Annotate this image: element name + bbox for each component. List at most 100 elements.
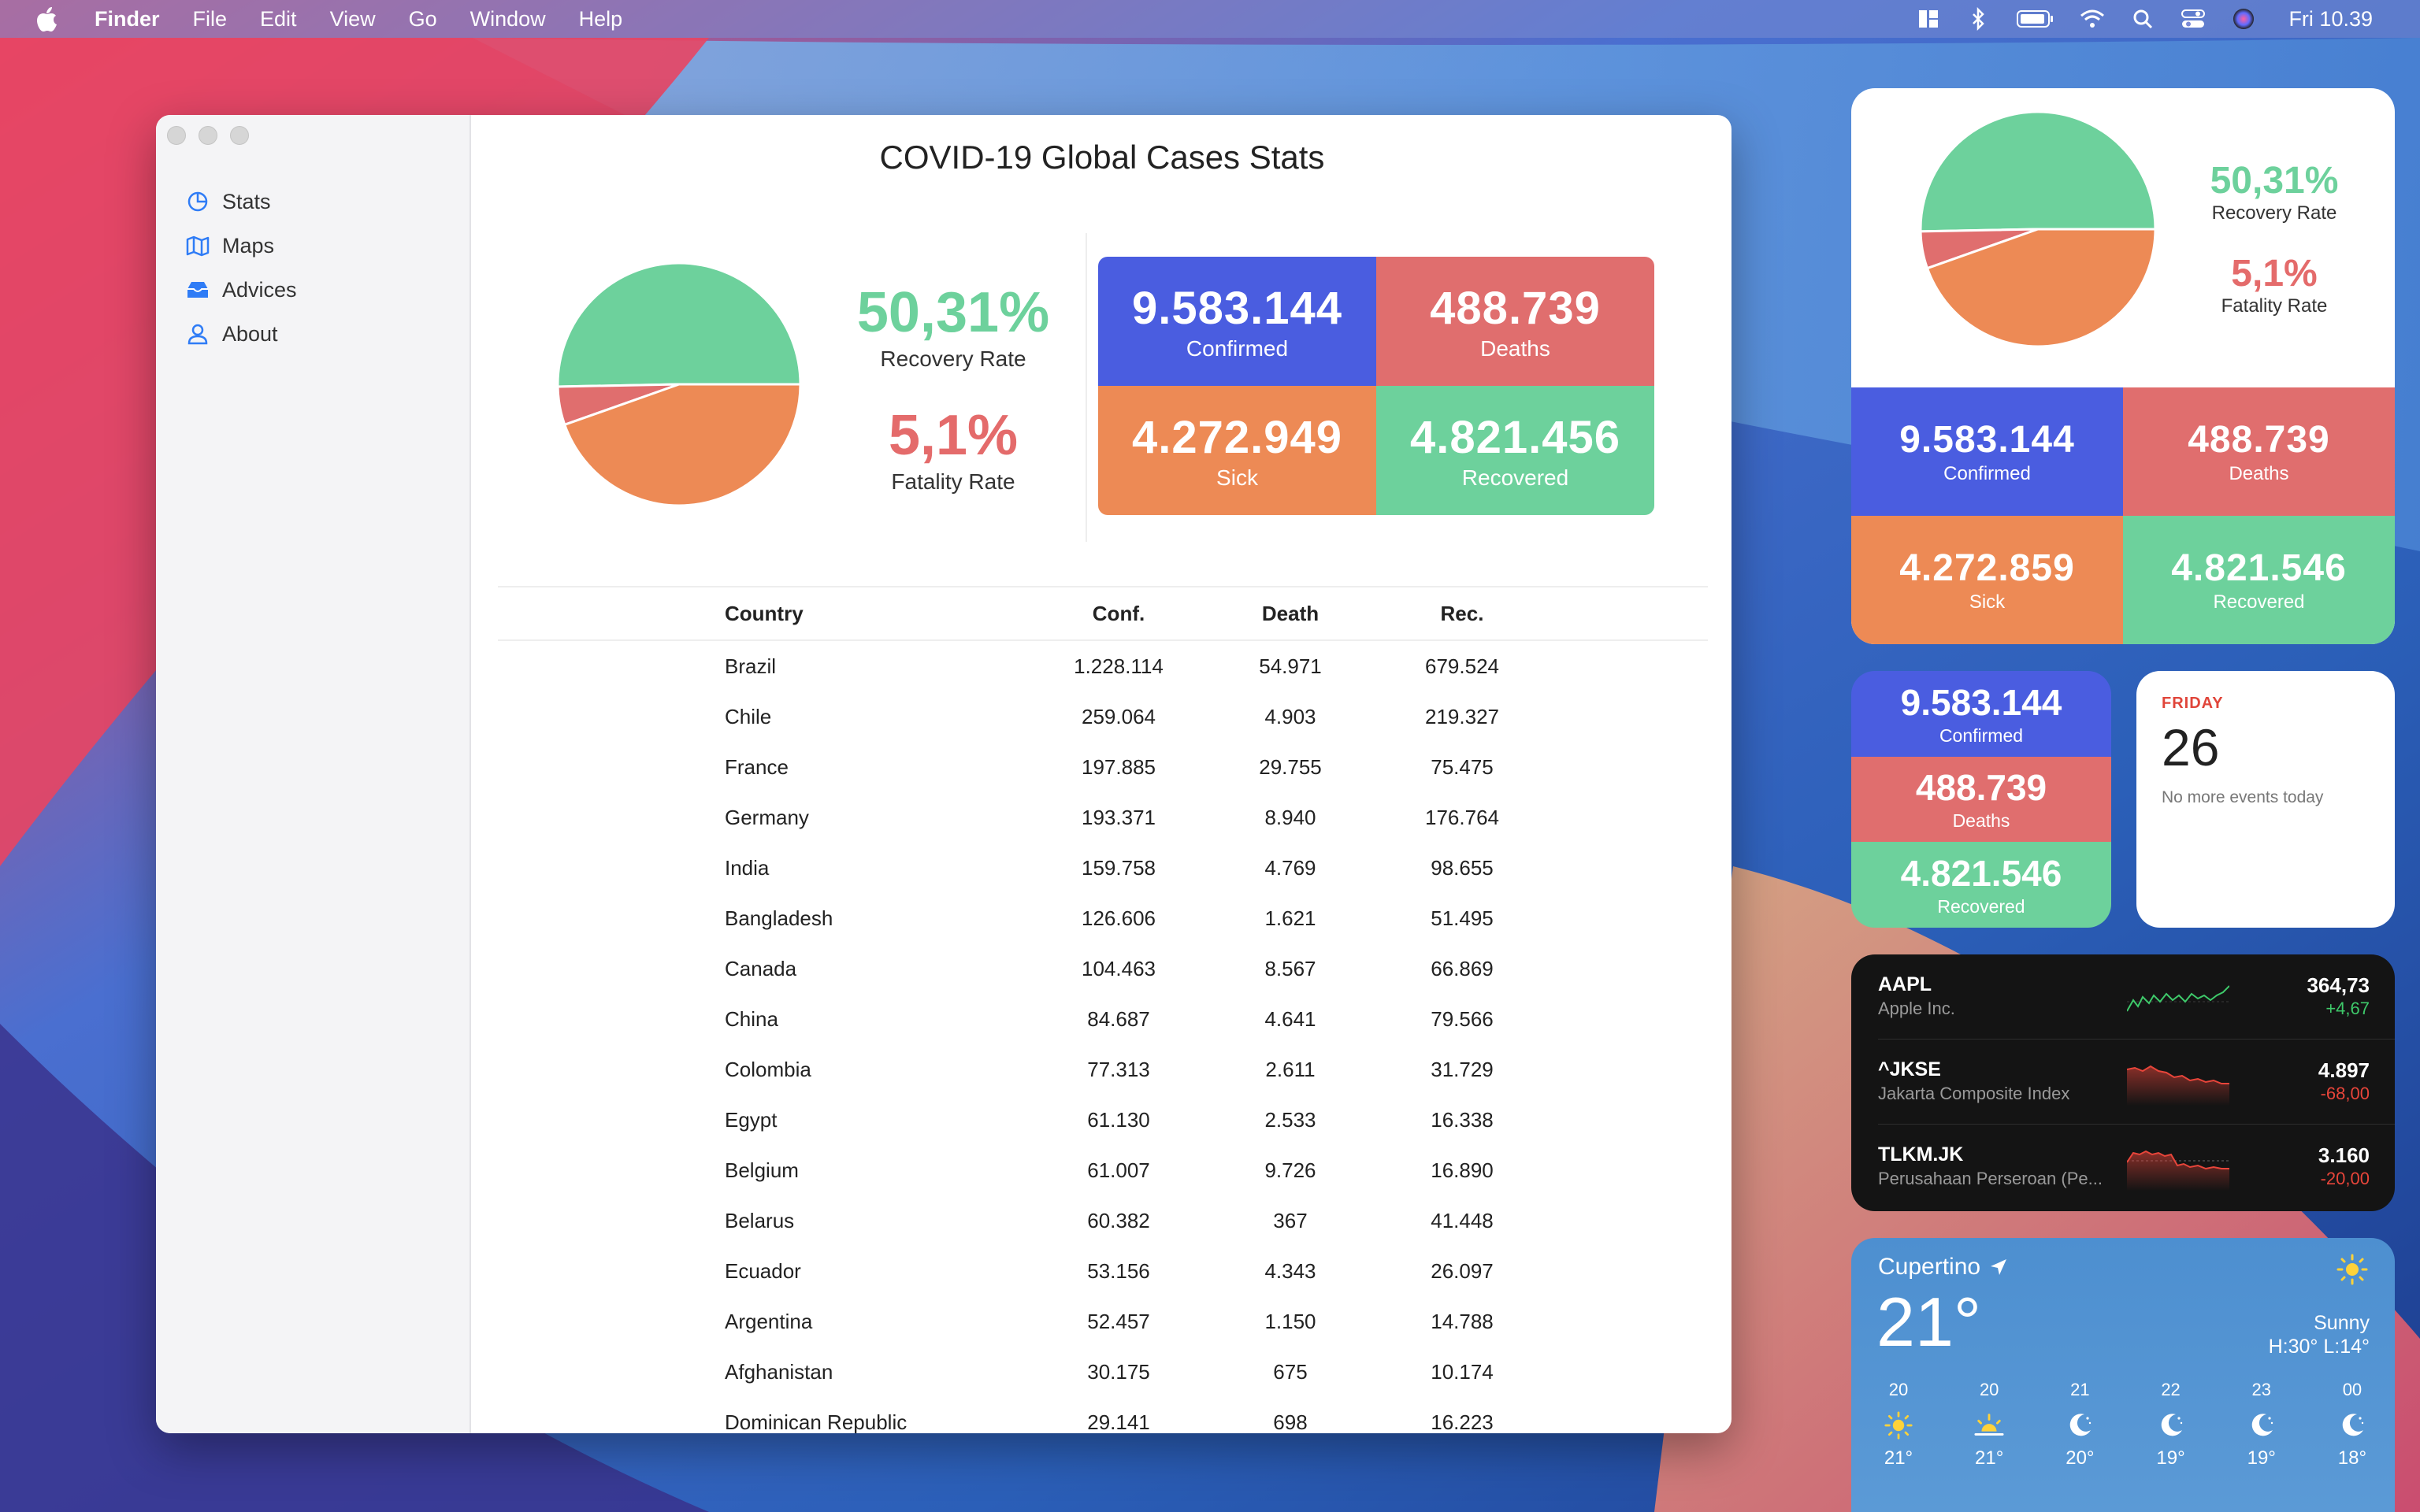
forecast-time: 22: [2161, 1380, 2181, 1399]
zoom-window-button[interactable]: [230, 126, 249, 145]
recovered-slice: [1919, 110, 2157, 233]
menu-clock[interactable]: Fri 10.39: [2288, 6, 2373, 31]
stock-row[interactable]: TLKM.JK Perusahaan Perseroan (Pe... 3.16…: [1851, 1125, 2395, 1210]
battery-icon[interactable]: [2016, 7, 2055, 31]
widget-stats-grid: 9.583.144 Confirmed 488.739 Deaths 4.272…: [1851, 387, 2395, 644]
covid-small-widget[interactable]: 9.583.144 Confirmed 488.739 Deaths 4.821…: [1851, 671, 2111, 928]
recovered-slice: [556, 261, 802, 388]
table-row[interactable]: China 84.687 4.641 79.566: [498, 994, 1708, 1044]
menu-file[interactable]: File: [192, 6, 228, 31]
table-row[interactable]: Germany 193.371 8.940 176.764: [498, 792, 1708, 843]
weather-city-name: Cupertino: [1878, 1254, 1981, 1280]
menu-go[interactable]: Go: [408, 6, 437, 31]
forecast-time: 23: [2251, 1380, 2271, 1399]
tray-icon: [184, 276, 211, 303]
header-confirmed[interactable]: Conf.: [1092, 601, 1145, 625]
table-row[interactable]: Chile 259.064 4.903 219.327: [498, 691, 1708, 742]
sidebar-item-advices[interactable]: Advices: [184, 268, 297, 312]
apple-menu-icon[interactable]: [35, 6, 66, 32]
moon-icon: [2246, 1410, 2277, 1441]
forecast-temp: 18°: [2337, 1447, 2367, 1469]
menu-view[interactable]: View: [329, 6, 376, 31]
siri-icon[interactable]: [2230, 7, 2257, 31]
cell-confirmed: 159.758: [1082, 855, 1156, 880]
menu-help[interactable]: Help: [578, 6, 623, 31]
table-row[interactable]: Dominican Republic 29.141 698 16.223: [498, 1397, 1708, 1434]
sick-value: 4.272.949: [1131, 411, 1343, 463]
menu-edit[interactable]: Edit: [260, 6, 297, 31]
stats-grid: 9.583.144 Confirmed 488.739 Deaths 4.272…: [1098, 257, 1654, 515]
covid-large-widget[interactable]: 50,31% Recovery Rate 5,1% Fatality Rate …: [1851, 88, 2395, 644]
stock-price: 3.160: [2318, 1143, 2370, 1167]
control-center-icon[interactable]: [2180, 7, 2207, 31]
menu-finder[interactable]: Finder: [95, 6, 160, 31]
cell-recovered: 31.729: [1431, 1057, 1494, 1081]
widget-sick-value: 4.272.859: [1899, 547, 2075, 589]
header-country[interactable]: Country: [725, 601, 804, 625]
sidebar-item-maps[interactable]: Maps: [184, 224, 297, 268]
header-death[interactable]: Death: [1261, 601, 1319, 625]
cell-death: 2.611: [1265, 1057, 1316, 1081]
cell-death: 4.903: [1264, 704, 1316, 728]
cell-recovered: 66.869: [1431, 956, 1494, 980]
cell-recovered: 679.524: [1425, 654, 1499, 678]
recovery-rate-value: 50,31%: [856, 281, 1050, 344]
stock-symbol: TLKM.JK: [1878, 1143, 1964, 1166]
table-row[interactable]: Brazil 1.228.114 54.971 679.524: [498, 641, 1708, 691]
table-row[interactable]: Afghanistan 30.175 675 10.174: [498, 1347, 1708, 1397]
cell-death: 29.755: [1259, 754, 1322, 779]
sidebar-item-about[interactable]: About: [184, 312, 297, 356]
bluetooth-icon[interactable]: [1965, 7, 1992, 31]
stack-deaths-label: Deaths: [1952, 810, 2010, 832]
widget-fatality-value: 5,1%: [2231, 253, 2318, 295]
table-row[interactable]: Belgium 61.007 9.726 16.890: [498, 1145, 1708, 1195]
stock-row[interactable]: AAPL Apple Inc. 364,73 +4,67: [1851, 954, 2395, 1040]
table-row[interactable]: Bangladesh 126.606 1.621 51.495: [498, 893, 1708, 943]
spotlight-search-icon[interactable]: [2129, 7, 2156, 31]
sick-card: 4.272.949 Sick: [1098, 386, 1376, 515]
recovery-rate-label: Recovery Rate: [880, 346, 1026, 371]
weather-widget[interactable]: Cupertino 21° Sunny H:30° L:14° 20 21° 20 2…: [1851, 1238, 2395, 1512]
wifi-icon[interactable]: [2079, 7, 2106, 31]
minimize-window-button[interactable]: [199, 126, 217, 145]
cell-recovered: 98.655: [1431, 855, 1494, 880]
table-row[interactable]: Egypt 61.130 2.533 16.338: [498, 1095, 1708, 1145]
cell-confirmed: 259.064: [1082, 704, 1156, 728]
cell-confirmed: 126.606: [1082, 906, 1156, 930]
table-row[interactable]: France 197.885 29.755 75.475: [498, 742, 1708, 792]
table-row[interactable]: Ecuador 53.156 4.343 26.097: [498, 1246, 1708, 1296]
widget-recovery-value: 50,31%: [2210, 160, 2339, 202]
table-row[interactable]: Canada 104.463 8.567 66.869: [498, 943, 1708, 994]
widget-confirmed-card: 9.583.144 Confirmed: [1851, 387, 2123, 516]
menu-window[interactable]: Window: [470, 6, 546, 31]
table-row[interactable]: India 159.758 4.769 98.655: [498, 843, 1708, 893]
widget-fatality-label: Fatality Rate: [2221, 295, 2328, 317]
stock-row[interactable]: ^JKSE Jakarta Composite Index 4.897 -68,…: [1851, 1040, 2395, 1125]
cell-death: 1.150: [1264, 1309, 1316, 1333]
cell-country: Egypt: [725, 1107, 778, 1132]
cell-death: 4.641: [1264, 1006, 1316, 1031]
sidebar-item-stats[interactable]: Stats: [184, 180, 297, 224]
forecast-time: 00: [2342, 1380, 2362, 1399]
table-row[interactable]: Colombia 77.313 2.611 31.729: [498, 1044, 1708, 1095]
layout-icon[interactable]: [1915, 7, 1942, 31]
widget-recovered-card: 4.821.546 Recovered: [2123, 516, 2395, 644]
header-recovered[interactable]: Rec.: [1440, 601, 1484, 625]
table-row[interactable]: Argentina 52.457 1.150 14.788: [498, 1296, 1708, 1347]
person-icon: [184, 321, 211, 347]
deaths-value: 488.739: [1430, 282, 1601, 334]
stocks-widget[interactable]: AAPL Apple Inc. 364,73 +4,67 ^JKSE Jakar…: [1851, 954, 2395, 1211]
cell-recovered: 16.223: [1431, 1410, 1494, 1434]
cell-recovered: 75.475: [1431, 754, 1494, 779]
table-header: Country Conf. Death Rec.: [498, 587, 1708, 639]
stack-deaths-value: 488.739: [1915, 767, 2047, 809]
stock-name: Apple Inc.: [1878, 999, 1955, 1018]
forecast-temp: 21°: [1884, 1447, 1913, 1469]
calendar-widget[interactable]: FRIDAY 26 No more events today: [2136, 671, 2395, 928]
cell-death: 4.343: [1264, 1258, 1316, 1283]
weather-condition: Sunny: [2314, 1312, 2370, 1334]
cell-country: Ecuador: [725, 1258, 801, 1283]
table-row[interactable]: Belarus 60.382 367 41.448: [498, 1195, 1708, 1246]
close-window-button[interactable]: [167, 126, 186, 145]
widget-recovery-label: Recovery Rate: [2211, 202, 2337, 224]
